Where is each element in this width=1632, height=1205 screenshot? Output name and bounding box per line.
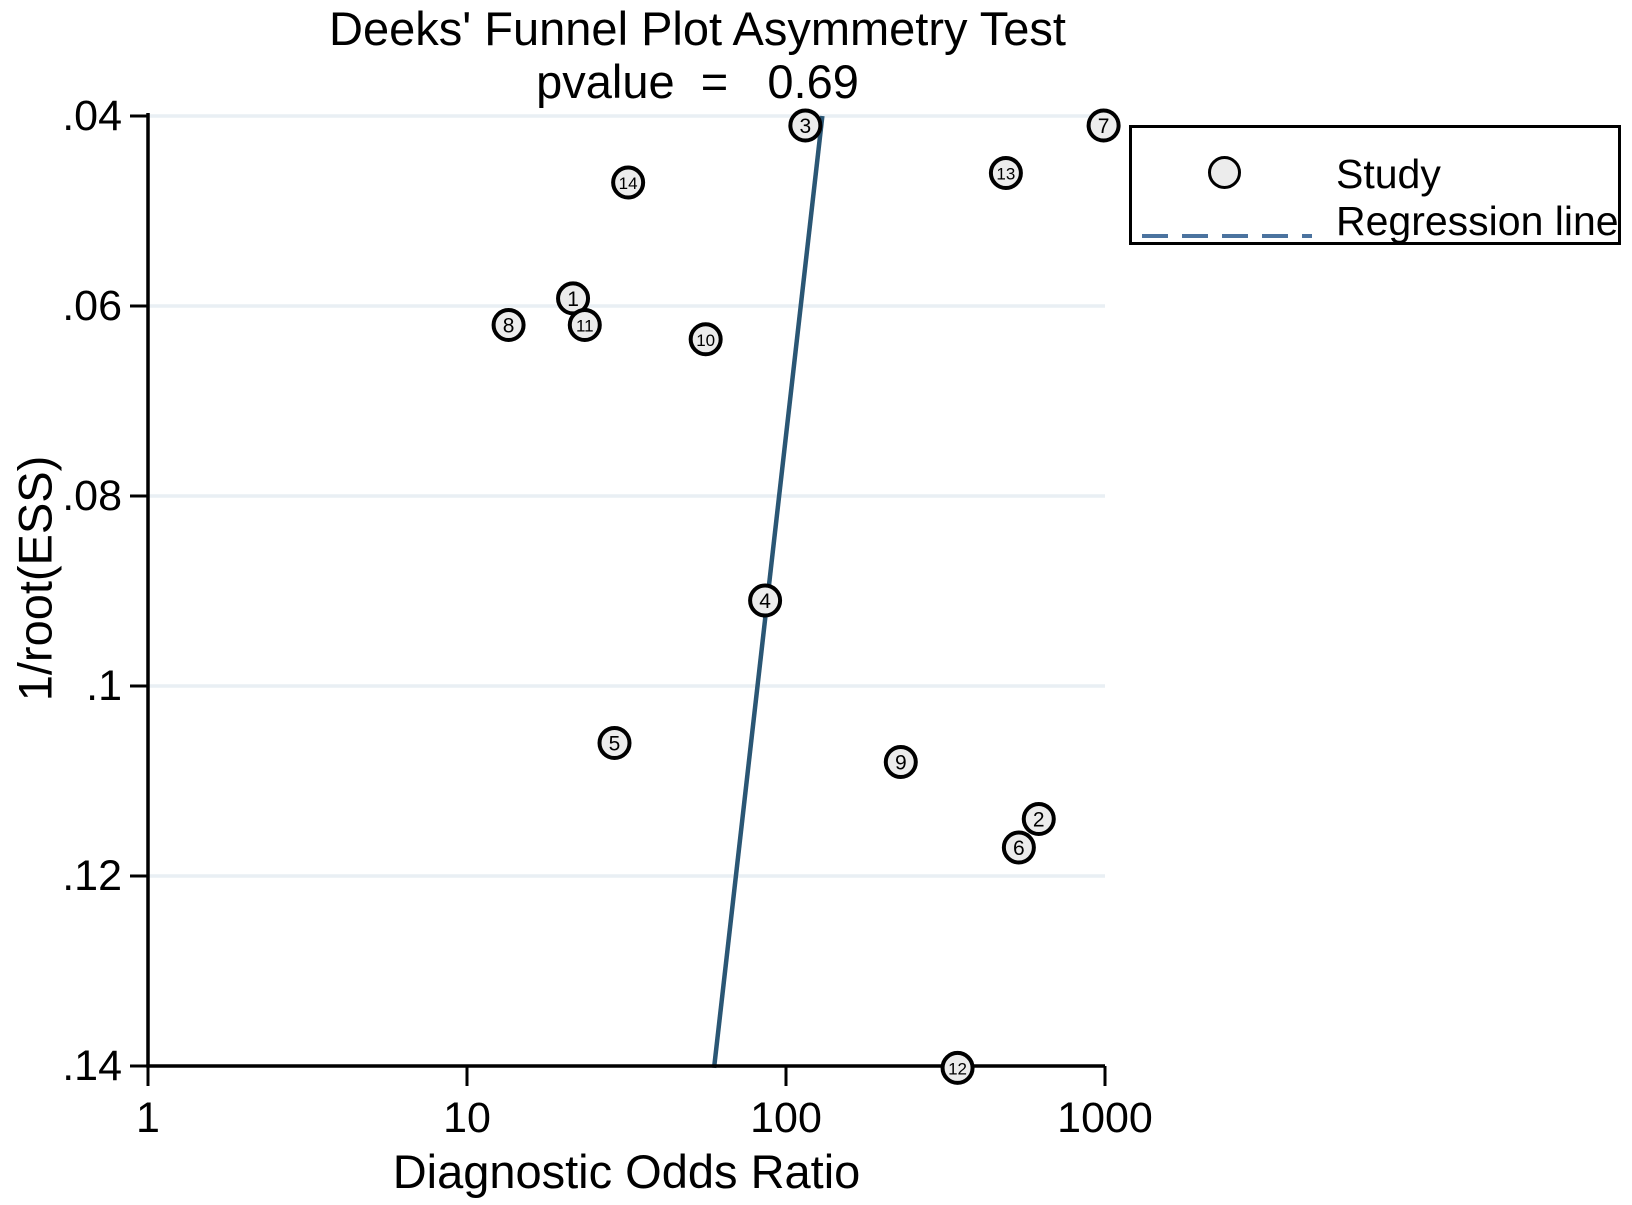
study-point-label-13: 13 [996,165,1015,184]
study-point-10 [688,322,723,357]
x-tick-label: 10 [443,1094,491,1142]
study-point-12 [940,1050,975,1085]
study-point-14 [611,165,646,200]
regression-line-icon [1142,234,1312,238]
study-point-label-1: 1 [567,288,579,311]
study-point-label-8: 8 [503,315,515,338]
y-tick-label: .04 [62,92,122,140]
x-tick-label: 1 [136,1094,160,1142]
y-axis-title: 1/root(ESS) [8,455,62,702]
y-tick-label: .12 [62,852,122,900]
study-marker-icon [1208,156,1241,189]
chart-subtitle-pvalue: pvalue = 0.69 [536,55,859,108]
study-point-3 [788,108,823,143]
x-tick-label: 1000 [1057,1094,1153,1142]
study-point-2 [1021,802,1056,836]
study-point-label-4: 4 [759,590,771,613]
study-point-label-6: 6 [1013,837,1025,860]
study-point-label-3: 3 [800,115,812,138]
x-tick-label: 100 [750,1094,822,1142]
study-point-7 [1086,108,1121,143]
legend-regression-label: Regression line [1336,198,1619,244]
study-point-8 [491,308,526,342]
y-tick-label: .14 [62,1042,122,1090]
study-point-11 [567,308,602,342]
chart-title-block: Deeks' Funnel Plot Asymmetry Test pvalue… [0,2,1395,108]
study-point-13 [988,156,1023,190]
study-point-5 [597,726,632,760]
study-point-label-2: 2 [1033,809,1045,832]
study-point-label-7: 7 [1098,115,1110,138]
study-point-label-14: 14 [619,174,638,193]
chart-title-line1: Deeks' Funnel Plot Asymmetry Test [329,2,1066,55]
study-point-label-5: 5 [609,733,621,756]
y-tick-label: .08 [62,472,122,520]
y-tick-label: .1 [86,662,122,710]
study-point-9 [883,745,918,779]
y-tick-label: .06 [62,282,122,330]
study-point-label-9: 9 [895,752,907,775]
study-point-4 [748,583,783,618]
study-point-label-10: 10 [696,331,715,350]
study-point-label-12: 12 [948,1059,967,1078]
study-point-label-11: 11 [576,317,594,336]
legend: Study Regression line [1129,125,1621,245]
legend-study-label: Study [1336,151,1441,197]
study-point-6 [1001,830,1036,865]
x-axis-title: Diagnostic Odds Ratio [392,1145,861,1198]
